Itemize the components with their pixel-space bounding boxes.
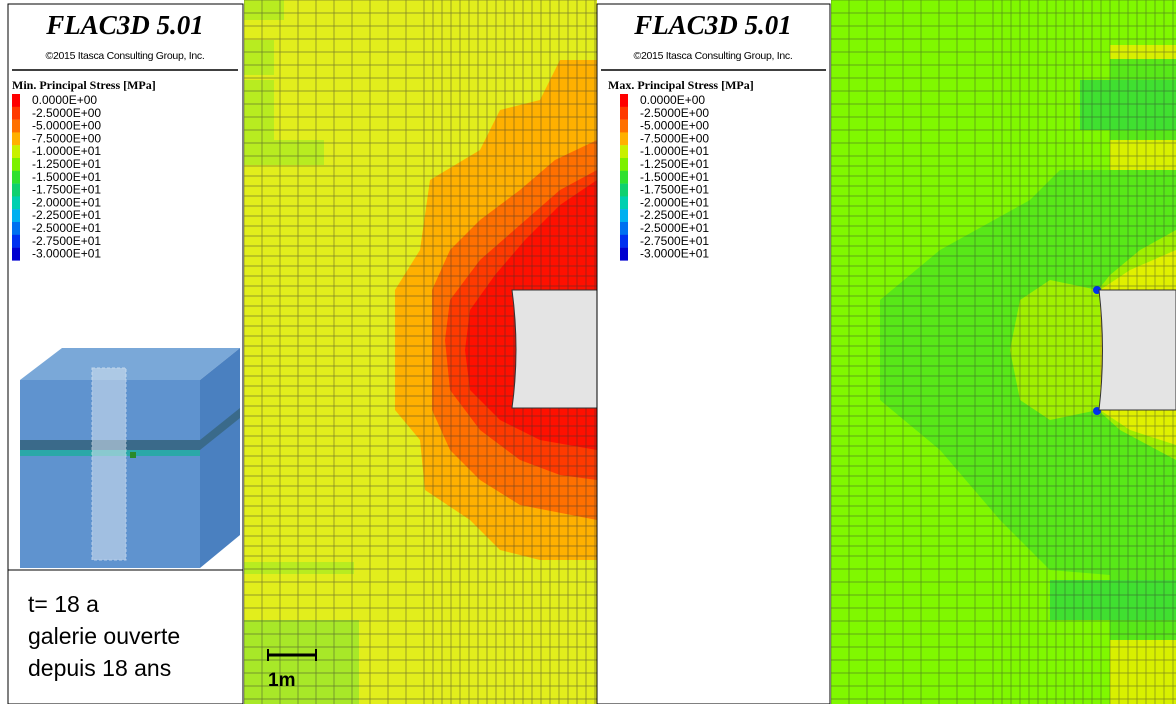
legend-label: -1.0000E+01 [32, 144, 101, 158]
copyright: ©2015 Itasca Consulting Group, Inc. [46, 50, 205, 62]
legend-swatch [620, 247, 628, 261]
legend-label: -7.5000E+00 [32, 131, 101, 145]
legend-swatch [12, 209, 20, 223]
legend: 0.0000E+00-2.5000E+00-5.0000E+00-7.5000E… [620, 93, 709, 261]
legend-swatch [620, 94, 628, 107]
annotation-line: t= 18 a [28, 591, 99, 617]
legend-label: -2.5000E+01 [32, 221, 101, 235]
legend-swatch [620, 158, 628, 171]
legend-label: 0.0000E+00 [32, 93, 97, 107]
legend-swatch [12, 106, 20, 120]
model-inset [20, 348, 240, 568]
legend-swatch [620, 234, 628, 248]
legend-label: -3.0000E+01 [32, 247, 101, 261]
legend-swatch [620, 119, 628, 133]
legend-label: -1.5000E+01 [640, 170, 709, 184]
legend-label: -2.5000E+00 [32, 106, 101, 120]
legend-swatch [12, 119, 20, 133]
legend-label: -5.0000E+00 [640, 119, 709, 133]
legend-label: -2.7500E+01 [32, 234, 101, 248]
legend-label: -2.0000E+01 [640, 195, 709, 209]
legend-label: -2.0000E+01 [32, 195, 101, 209]
scale-bar-label: 1m [268, 670, 295, 691]
legend-label: -5.0000E+00 [32, 119, 101, 133]
legend-label: -2.5000E+00 [640, 106, 709, 120]
legend-swatch [12, 170, 20, 184]
legend-label: -1.7500E+01 [32, 183, 101, 197]
legend-swatch [620, 145, 628, 159]
legend-swatch [620, 183, 628, 197]
app-title: FLAC3D 5.01 [45, 10, 204, 40]
legend-swatch [12, 94, 20, 107]
legend-swatch [12, 222, 20, 235]
legend-swatch [620, 209, 628, 223]
legend-swatch [620, 132, 628, 146]
legend-title: Min. Principal Stress [MPa] [12, 78, 156, 92]
legend-swatch [12, 247, 20, 261]
legend-label: -2.2500E+01 [640, 208, 709, 222]
legend-swatch [12, 234, 20, 248]
min-stress-plot: 1m [244, 0, 597, 704]
legend-swatch [620, 222, 628, 235]
legend-panel [596, 3, 831, 704]
legend-label: -1.5000E+01 [32, 170, 101, 184]
legend-label: -3.0000E+01 [640, 247, 709, 261]
legend-label: -2.5000E+01 [640, 221, 709, 235]
legend-label: -1.2500E+01 [640, 157, 709, 171]
legend-title: Max. Principal Stress [MPa] [608, 78, 754, 92]
legend-label: 0.0000E+00 [640, 93, 705, 107]
annotation-line: depuis 18 ans [28, 655, 171, 681]
legend-swatch [12, 158, 20, 171]
legend-swatch [12, 196, 20, 210]
legend-swatch [620, 196, 628, 210]
legend-label: -1.0000E+01 [640, 144, 709, 158]
legend-swatch [620, 106, 628, 120]
legend-swatch [12, 132, 20, 146]
legend-swatch [620, 170, 628, 184]
legend-label: -1.7500E+01 [640, 183, 709, 197]
app-title: FLAC3D 5.01 [633, 10, 792, 40]
annotation-box [7, 569, 244, 704]
legend-label: -2.2500E+01 [32, 208, 101, 222]
annotation-line: galerie ouverte [28, 623, 180, 649]
legend-label: -7.5000E+00 [640, 131, 709, 145]
legend-swatch [12, 183, 20, 197]
legend-label: -2.7500E+01 [640, 234, 709, 248]
legend: 0.0000E+00-2.5000E+00-5.0000E+00-7.5000E… [12, 93, 101, 261]
legend-swatch [12, 145, 20, 159]
max-stress-plot [831, 0, 1176, 704]
legend-label: -1.2500E+01 [32, 157, 101, 171]
copyright: ©2015 Itasca Consulting Group, Inc. [634, 50, 793, 62]
